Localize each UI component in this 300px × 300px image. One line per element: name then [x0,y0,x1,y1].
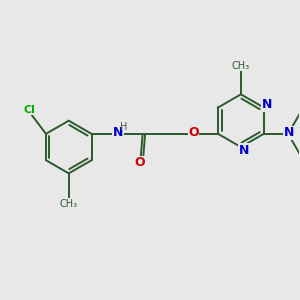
Text: Cl: Cl [23,105,35,115]
Text: N: N [113,126,123,140]
Text: N: N [239,143,249,157]
Text: O: O [188,126,199,140]
Text: N: N [262,98,272,111]
Text: H: H [120,122,128,132]
Text: N: N [284,126,294,140]
Text: CH₃: CH₃ [60,199,78,209]
Text: CH₃: CH₃ [232,61,250,71]
Text: O: O [134,156,145,169]
